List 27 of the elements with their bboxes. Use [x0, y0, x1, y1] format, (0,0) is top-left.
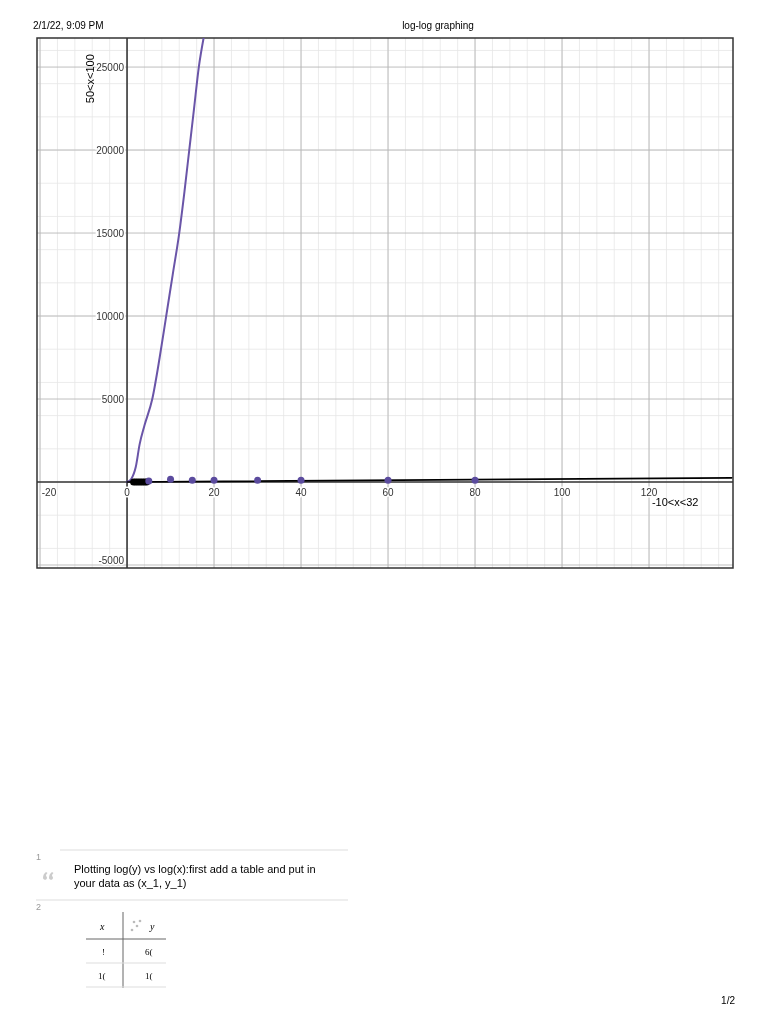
x-tick-label: 120 — [640, 487, 658, 499]
text: Plotting log(y) vs log(x):first add a table and put in your data as (x_1, y_1) — [74, 863, 316, 889]
y-tick-label: -5000 — [98, 555, 125, 566]
chart-title: log-log graphing — [402, 20, 474, 31]
text: ! — [102, 947, 105, 957]
x-tick-label: 60 — [382, 487, 395, 499]
text: 1( — [145, 971, 153, 981]
text: 1/2 — [721, 995, 736, 1006]
y-tick-label: 25000 — [96, 61, 125, 73]
x-tick-label: 80 — [469, 487, 482, 499]
text: 2 — [36, 902, 42, 912]
text: y — [149, 921, 155, 932]
x-tick-label: 100 — [553, 487, 571, 499]
y-tick-label: 20000 — [96, 144, 125, 156]
x-tick-label: 40 — [295, 487, 308, 499]
text: 6( — [145, 947, 153, 957]
text: 1( — [98, 971, 106, 981]
text: 2/1/22, 9:09 PM — [33, 20, 104, 31]
text: x — [99, 921, 105, 932]
annotation: 50<x<100 — [84, 54, 96, 104]
annotation: -10<x<32 — [651, 496, 699, 509]
y-tick-label: 5000 — [101, 393, 125, 405]
x-tick-label: -20 — [41, 487, 57, 499]
y-tick-label: 15000 — [96, 227, 125, 239]
x-tick-label: 20 — [208, 487, 221, 499]
y-tick-label: 10000 — [96, 310, 125, 322]
text: 1 — [36, 852, 42, 862]
